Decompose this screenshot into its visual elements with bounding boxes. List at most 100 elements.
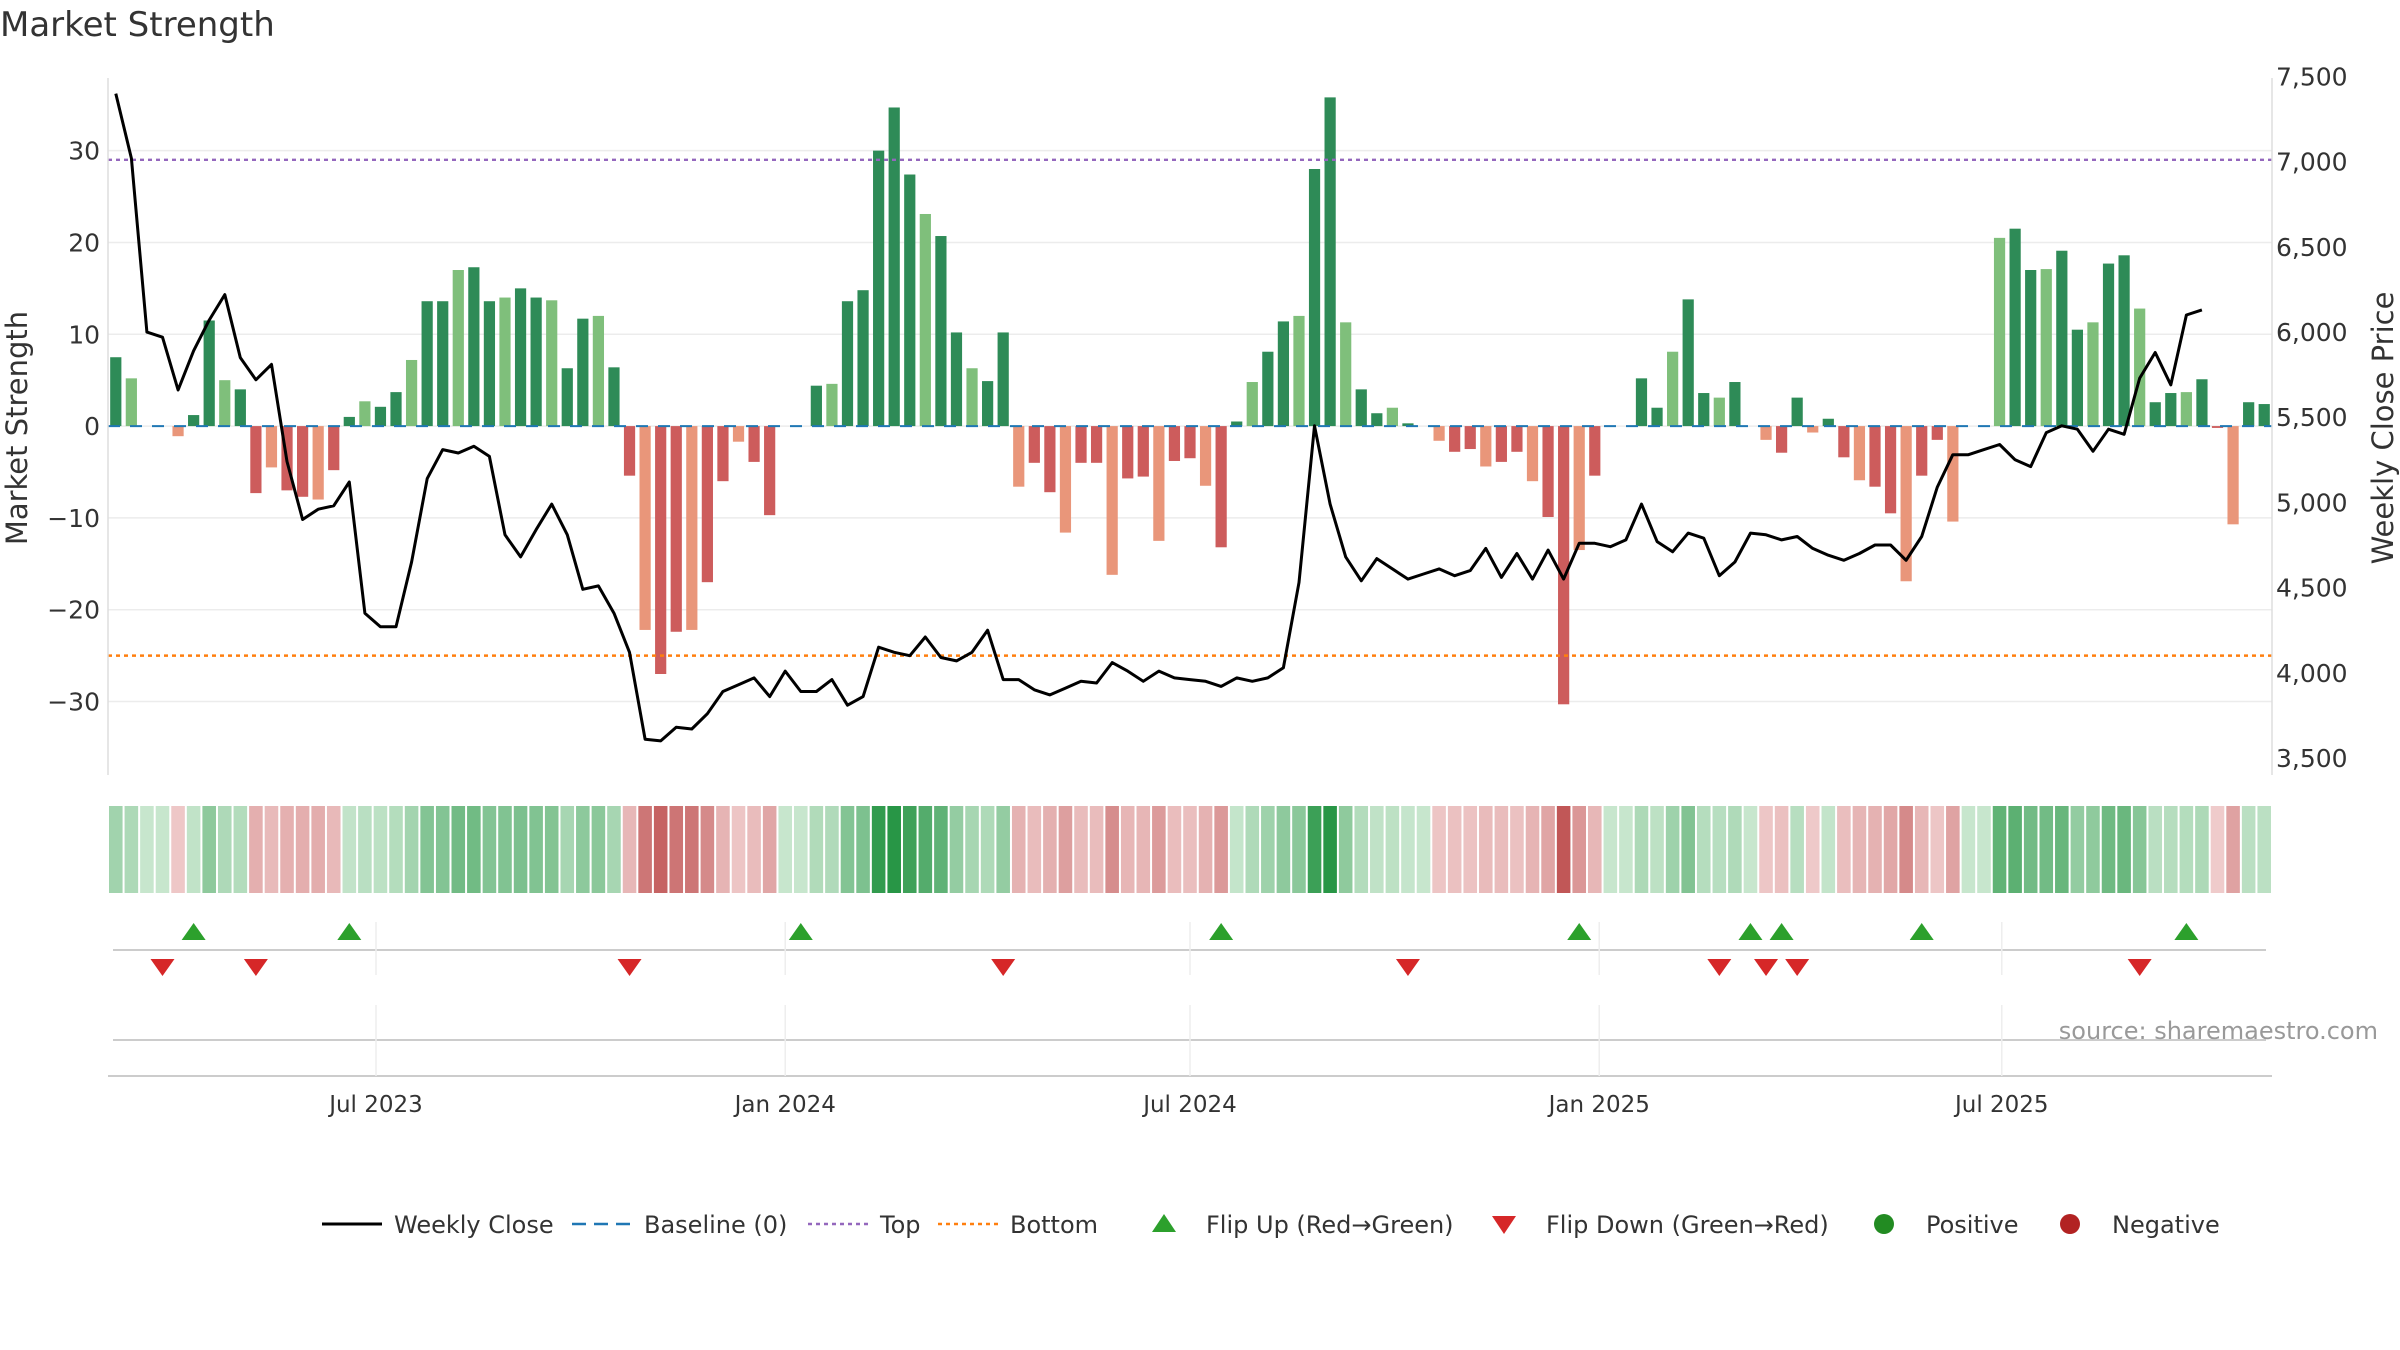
heat-cell [1354, 806, 1369, 893]
heat-cell [1447, 806, 1462, 893]
strength-bar [1495, 426, 1507, 462]
heat-cell [2039, 806, 2054, 893]
strength-bar [935, 236, 947, 427]
heat-cell [171, 806, 185, 893]
strength-bar [2118, 255, 2130, 427]
heat-cell [980, 806, 995, 893]
heat-cell [591, 806, 606, 893]
strength-bar [405, 359, 418, 427]
strength-bar [452, 270, 464, 427]
heat-cell [358, 806, 372, 893]
strength-bar [1246, 382, 1258, 427]
strength-bar [250, 426, 262, 494]
y-tick-right-label: 4,000 [2276, 659, 2348, 688]
heat-cell [498, 806, 512, 893]
strength-bar [219, 380, 231, 427]
strength-bar [1293, 315, 1305, 427]
heat-cell [435, 806, 450, 893]
strength-bar [1184, 426, 1196, 459]
price-line-layer [114, 93, 2203, 743]
strength-bar [1853, 426, 1866, 481]
strength-bar [203, 320, 215, 427]
heat-cell [2101, 806, 2116, 893]
strength-bar [764, 426, 776, 516]
strength-bar [1059, 426, 1072, 533]
strength-bar [1153, 426, 1165, 541]
heat-cell [544, 806, 559, 893]
heat-cell [1479, 806, 1493, 893]
legend-label: Flip Up (Red→Green) [1206, 1211, 1454, 1239]
strength-bar [810, 385, 822, 427]
y-axis-right-label: Weekly Close Price [2366, 292, 2400, 565]
heat-cell [467, 806, 481, 893]
heat-cell [1152, 806, 1166, 893]
strength-bar [2102, 263, 2115, 427]
heat-cell [1572, 806, 1586, 893]
strength-bar [888, 107, 900, 427]
heat-cell [1183, 806, 1197, 893]
heat-cell [2132, 806, 2147, 893]
y-tick-left-label: −30 [47, 688, 100, 717]
legend-label: Weekly Close [394, 1211, 554, 1239]
heat-cell [1058, 806, 1073, 893]
flip-down-marker [1754, 959, 1779, 976]
heat-cell [233, 806, 248, 893]
heat-cell [1105, 806, 1119, 893]
heat-cell [996, 806, 1010, 893]
strength-bar [1760, 426, 1772, 440]
flip-up-marker [1209, 923, 1234, 940]
heat-cell [186, 806, 201, 893]
heat-cell [934, 806, 948, 893]
strength-bar [2009, 228, 2021, 427]
heat-cell [747, 806, 761, 893]
heat-cell [1603, 806, 1618, 893]
strength-bar [2211, 426, 2224, 428]
strength-bar [312, 426, 324, 500]
strength-bar [1791, 397, 1803, 427]
heat-cell [1120, 806, 1135, 893]
legend-flip-up-icon [1152, 1214, 1176, 1232]
x-tick-label: Jul 2024 [1141, 1092, 1237, 1118]
strength-bar [546, 300, 558, 427]
flip-down-marker [1707, 959, 1732, 976]
strength-bar [437, 301, 449, 427]
strength-bar [1106, 426, 1118, 575]
strength-bar [1993, 237, 2006, 427]
y-tick-right-label: 4,500 [2276, 574, 2348, 603]
strength-bar [328, 426, 340, 471]
strength-bar [592, 315, 605, 427]
strength-bar [639, 426, 651, 630]
strength-bar [670, 426, 682, 632]
strength-bar [1667, 351, 1679, 427]
heat-cell [482, 806, 497, 893]
flip-markers-panel [108, 922, 2272, 1077]
strength-bar [1884, 426, 1897, 514]
heat-cell [109, 806, 123, 893]
flip-up-marker [337, 923, 362, 940]
heat-cell [124, 806, 139, 893]
strength-bar [1340, 322, 1352, 427]
strength-bar [1013, 426, 1025, 487]
heat-cell [280, 806, 294, 893]
x-tick-label: Jan 2024 [733, 1092, 836, 1118]
weekly-close-line [114, 93, 2203, 743]
heat-cell [1587, 806, 1602, 893]
heat-cell [1089, 806, 1104, 893]
strength-bar [1044, 426, 1056, 493]
strength-bar [950, 332, 963, 427]
strength-bar [1308, 169, 1321, 427]
heat-cell [1323, 806, 1337, 893]
strength-bar [2165, 393, 2177, 427]
heat-cell [2210, 806, 2225, 893]
y-tick-right-label: 5,000 [2276, 488, 2348, 517]
strength-bar [1464, 426, 1476, 450]
legend-label: Bottom [1010, 1211, 1098, 1239]
strength-bar [2025, 270, 2037, 427]
strength-bar [966, 368, 978, 427]
strength-bar [2196, 379, 2208, 427]
heat-cell [825, 806, 839, 893]
flip-down-marker [991, 959, 1016, 976]
strength-bar [2056, 250, 2068, 427]
heat-cell [1214, 806, 1228, 893]
heat-cell [249, 806, 263, 893]
